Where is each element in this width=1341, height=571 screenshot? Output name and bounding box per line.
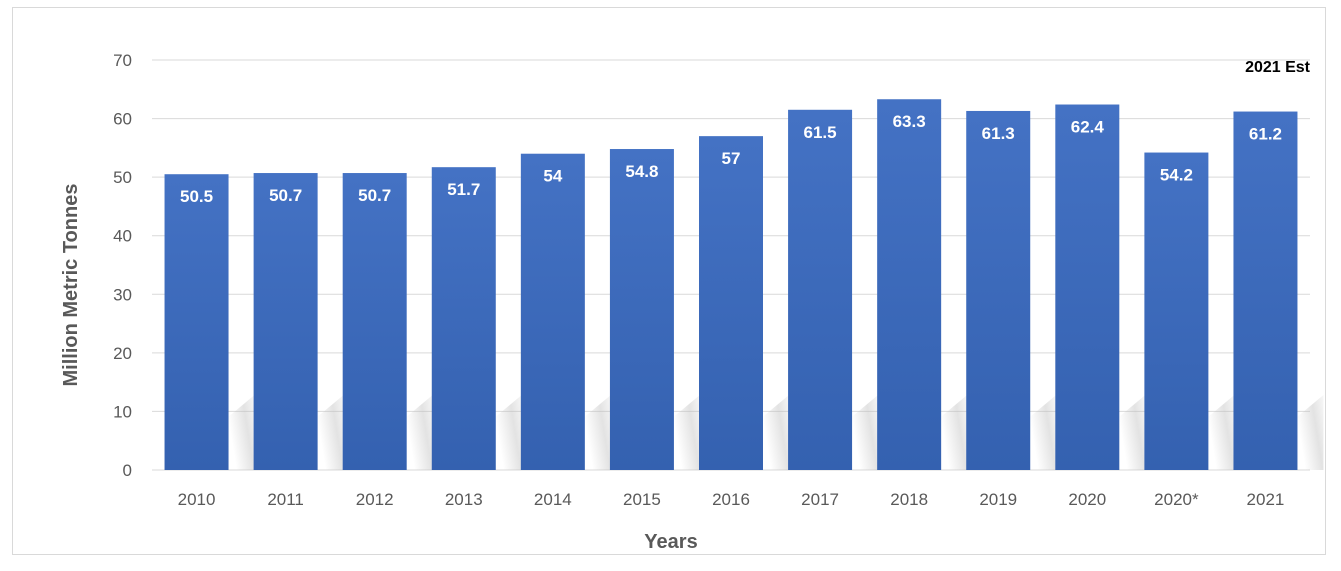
bar-2014 [520,153,585,470]
data-label: 63.3 [893,112,926,131]
bar-2016 [699,136,763,470]
bar-shadow [848,395,879,470]
data-label: 51.7 [447,180,480,199]
bar-2011 [253,173,318,471]
y-tick-label: 10 [113,402,132,421]
bar-2017 [788,109,853,471]
y-tick-labels: 0 10 20 30 40 50 60 70 [113,51,132,480]
bar-shadow [1115,395,1146,470]
x-tick-label: 2013 [445,490,483,509]
bar-2020 [1055,104,1120,470]
x-tick-label: 2015 [623,490,661,509]
bar-shadow [402,395,433,470]
data-label: 54 [543,167,562,186]
bar-2015 [609,149,674,470]
x-axis-title: Years [644,531,697,553]
y-tick-label: 60 [113,110,132,129]
x-tick-label: 2010 [178,490,216,509]
bar-shadow [1204,395,1235,470]
x-tick-label: 2012 [356,490,394,509]
data-labels: 50.5 50.7 50.7 51.7 54 54.8 57 61.5 63.3 61.3 62.4… [180,112,1282,206]
x-tick-label: 2011 [267,490,304,509]
x-tick-label: 2020 [1068,490,1106,509]
x-tick-label: 2018 [890,490,928,509]
bar-shadow [580,395,611,470]
data-label: 61.5 [804,123,837,142]
bar-shadow [224,395,255,470]
x-tick-label: 2020* [1154,490,1199,509]
y-tick-label: 50 [113,168,132,187]
bar-shadow [669,395,700,470]
bars [164,99,1298,471]
y-tick-label: 70 [113,51,132,70]
bar-2020* [1144,152,1209,471]
x-tick-label: 2016 [712,490,750,509]
bar-shadow [1293,395,1324,470]
bar-2021 [1233,111,1298,471]
y-tick-label: 40 [113,227,132,246]
bar-2018 [877,99,942,470]
bar-2019 [966,110,1031,470]
data-label: 54.8 [625,162,658,181]
estimate-annotation: 2021 Est [1245,59,1311,76]
data-label: 50.7 [269,186,302,205]
x-tick-labels: 2010 2011 2012 2013 2014 2015 2016 2017 2018 2019… [178,490,1285,509]
bar-shadow [937,395,968,470]
y-tick-label: 20 [113,344,132,363]
data-label: 62.4 [1071,118,1105,137]
y-tick-label: 30 [113,285,132,304]
bar-shadows [224,395,1324,470]
x-tick-label: 2017 [801,490,839,509]
y-tick-label: 0 [123,461,132,480]
x-tick-label: 2021 [1247,490,1285,509]
bar-shadow [491,395,522,470]
bar-2013 [431,167,496,470]
data-label: 50.7 [358,186,391,205]
bar-2012 [342,173,407,471]
bar-shadow [1026,395,1057,470]
bar-shadow [313,395,344,470]
bar-shadow [759,395,789,470]
data-label: 61.3 [982,124,1015,143]
data-label: 54.2 [1160,166,1193,185]
data-label: 61.2 [1249,125,1282,144]
data-label: 57 [722,149,741,168]
x-tick-label: 2019 [979,490,1017,509]
y-axis-title: Million Metric Tonnes [60,184,82,387]
x-tick-label: 2014 [534,490,572,509]
bar-2010 [164,174,229,470]
data-label: 50.5 [180,187,213,206]
